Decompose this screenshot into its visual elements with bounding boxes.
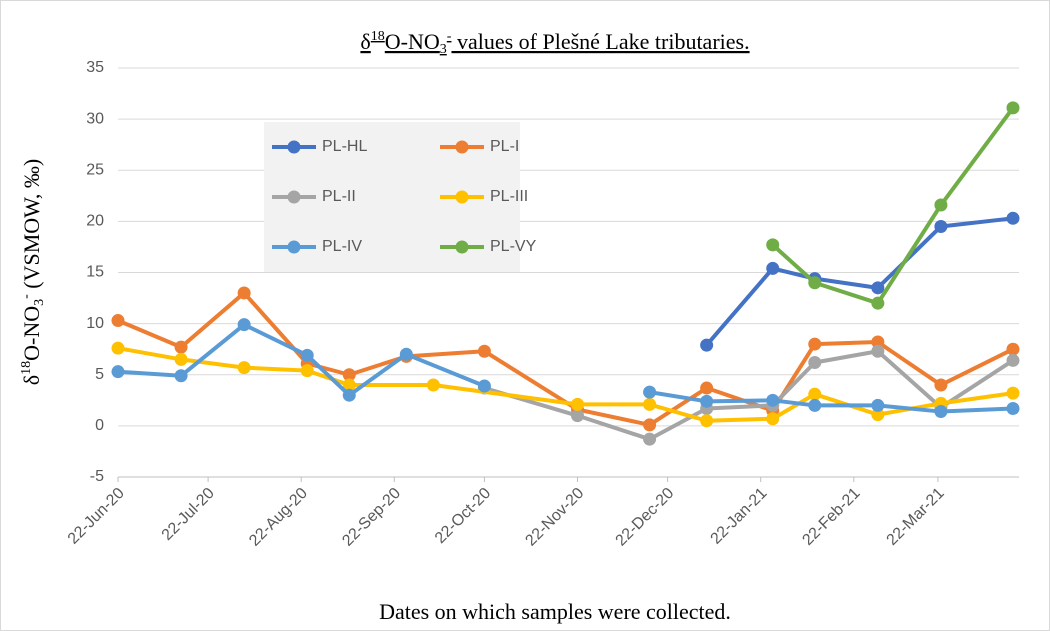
data-point bbox=[174, 340, 188, 354]
data-point bbox=[1006, 342, 1020, 356]
data-point bbox=[808, 276, 822, 290]
data-point bbox=[700, 414, 714, 428]
data-point bbox=[700, 394, 714, 408]
y-tick-label: 25 bbox=[86, 161, 104, 178]
title-part: - bbox=[447, 29, 452, 44]
title-part: 3 bbox=[440, 42, 447, 57]
series-line bbox=[705, 216, 1014, 347]
y-label-part: 3 bbox=[32, 299, 47, 306]
data-point bbox=[1006, 101, 1020, 115]
series-line bbox=[117, 346, 1014, 423]
data-point bbox=[237, 286, 251, 300]
data-point bbox=[1006, 211, 1020, 225]
data-point bbox=[871, 344, 885, 358]
data-point bbox=[871, 335, 885, 349]
legend-marker bbox=[287, 240, 301, 254]
data-point bbox=[174, 369, 188, 383]
data-point bbox=[766, 412, 780, 426]
y-tick-label: 35 bbox=[86, 59, 104, 76]
y-tick-label: 5 bbox=[95, 366, 104, 383]
data-point bbox=[1006, 353, 1020, 367]
legend-label: PL-I bbox=[490, 138, 519, 155]
data-point bbox=[111, 314, 125, 328]
y-label-part: (VSMOW, ‰) bbox=[19, 159, 44, 294]
legend-marker bbox=[455, 140, 469, 154]
data-point bbox=[111, 341, 125, 355]
legend-label: PL-III bbox=[490, 188, 528, 205]
data-point bbox=[237, 318, 251, 332]
data-point bbox=[237, 361, 251, 375]
legend-marker bbox=[455, 190, 469, 204]
data-point bbox=[643, 432, 657, 446]
data-point bbox=[766, 261, 780, 275]
y-tick-label: 30 bbox=[86, 110, 104, 127]
y-tick-label: 10 bbox=[86, 315, 104, 332]
data-point bbox=[571, 397, 585, 411]
legend-label: PL-VY bbox=[490, 238, 537, 255]
title-part: values of Plešné Lake tributaries. bbox=[451, 29, 749, 54]
data-point bbox=[477, 379, 491, 393]
y-tick-label: 20 bbox=[86, 213, 104, 230]
y-label-part: - bbox=[19, 294, 34, 299]
data-point bbox=[808, 387, 822, 401]
title-part: δ bbox=[360, 29, 370, 54]
data-point bbox=[700, 381, 714, 395]
data-point bbox=[300, 364, 314, 378]
chart-title: δ18O-NO3- values of Plešné Lake tributar… bbox=[360, 29, 749, 57]
legend-marker bbox=[455, 240, 469, 254]
data-point bbox=[934, 405, 948, 419]
y-axis-label: δ18O-NO3- (VSMOW, ‰) bbox=[19, 159, 47, 386]
data-point bbox=[643, 397, 657, 411]
y-tick-label: -5 bbox=[90, 468, 104, 485]
data-point bbox=[643, 385, 657, 399]
data-point bbox=[700, 338, 714, 352]
legend-label: PL-IV bbox=[322, 238, 362, 255]
data-point bbox=[1006, 401, 1020, 415]
data-point bbox=[300, 348, 314, 362]
data-point bbox=[426, 378, 440, 392]
data-point bbox=[871, 398, 885, 412]
data-point bbox=[342, 378, 356, 392]
data-point bbox=[871, 281, 885, 295]
x-axis-label: Dates on which samples were collected. bbox=[379, 599, 731, 624]
data-point bbox=[934, 198, 948, 212]
data-point bbox=[477, 344, 491, 358]
data-point bbox=[871, 408, 885, 422]
y-tick-label: 0 bbox=[95, 417, 104, 434]
data-point bbox=[808, 355, 822, 369]
legend: PL-HL PL-I PL-II PL-III PL-IV PL-VY bbox=[264, 122, 537, 272]
plot bbox=[111, 101, 1020, 446]
data-point bbox=[342, 368, 356, 382]
data-point bbox=[571, 409, 585, 423]
y-tick-label: 15 bbox=[86, 264, 104, 281]
legend-label: PL-II bbox=[322, 188, 356, 205]
data-point bbox=[399, 347, 413, 361]
legend-marker bbox=[287, 140, 301, 154]
data-point bbox=[1006, 386, 1020, 400]
data-point bbox=[808, 398, 822, 412]
data-point bbox=[934, 219, 948, 233]
title-part: 18 bbox=[371, 29, 385, 44]
legend-label: PL-HL bbox=[322, 138, 367, 155]
data-point bbox=[934, 378, 948, 392]
data-point bbox=[342, 388, 356, 402]
title-part: O-NO bbox=[385, 29, 440, 54]
legend-marker bbox=[287, 190, 301, 204]
data-point bbox=[766, 393, 780, 407]
data-point bbox=[766, 238, 780, 252]
y-label-part: δ bbox=[19, 375, 44, 385]
data-point bbox=[871, 296, 885, 310]
data-point bbox=[643, 418, 657, 432]
y-label-part: 18 bbox=[19, 361, 34, 375]
y-label-part: O-NO bbox=[19, 306, 44, 361]
data-point bbox=[111, 365, 125, 379]
data-point bbox=[174, 352, 188, 366]
data-point bbox=[808, 337, 822, 351]
